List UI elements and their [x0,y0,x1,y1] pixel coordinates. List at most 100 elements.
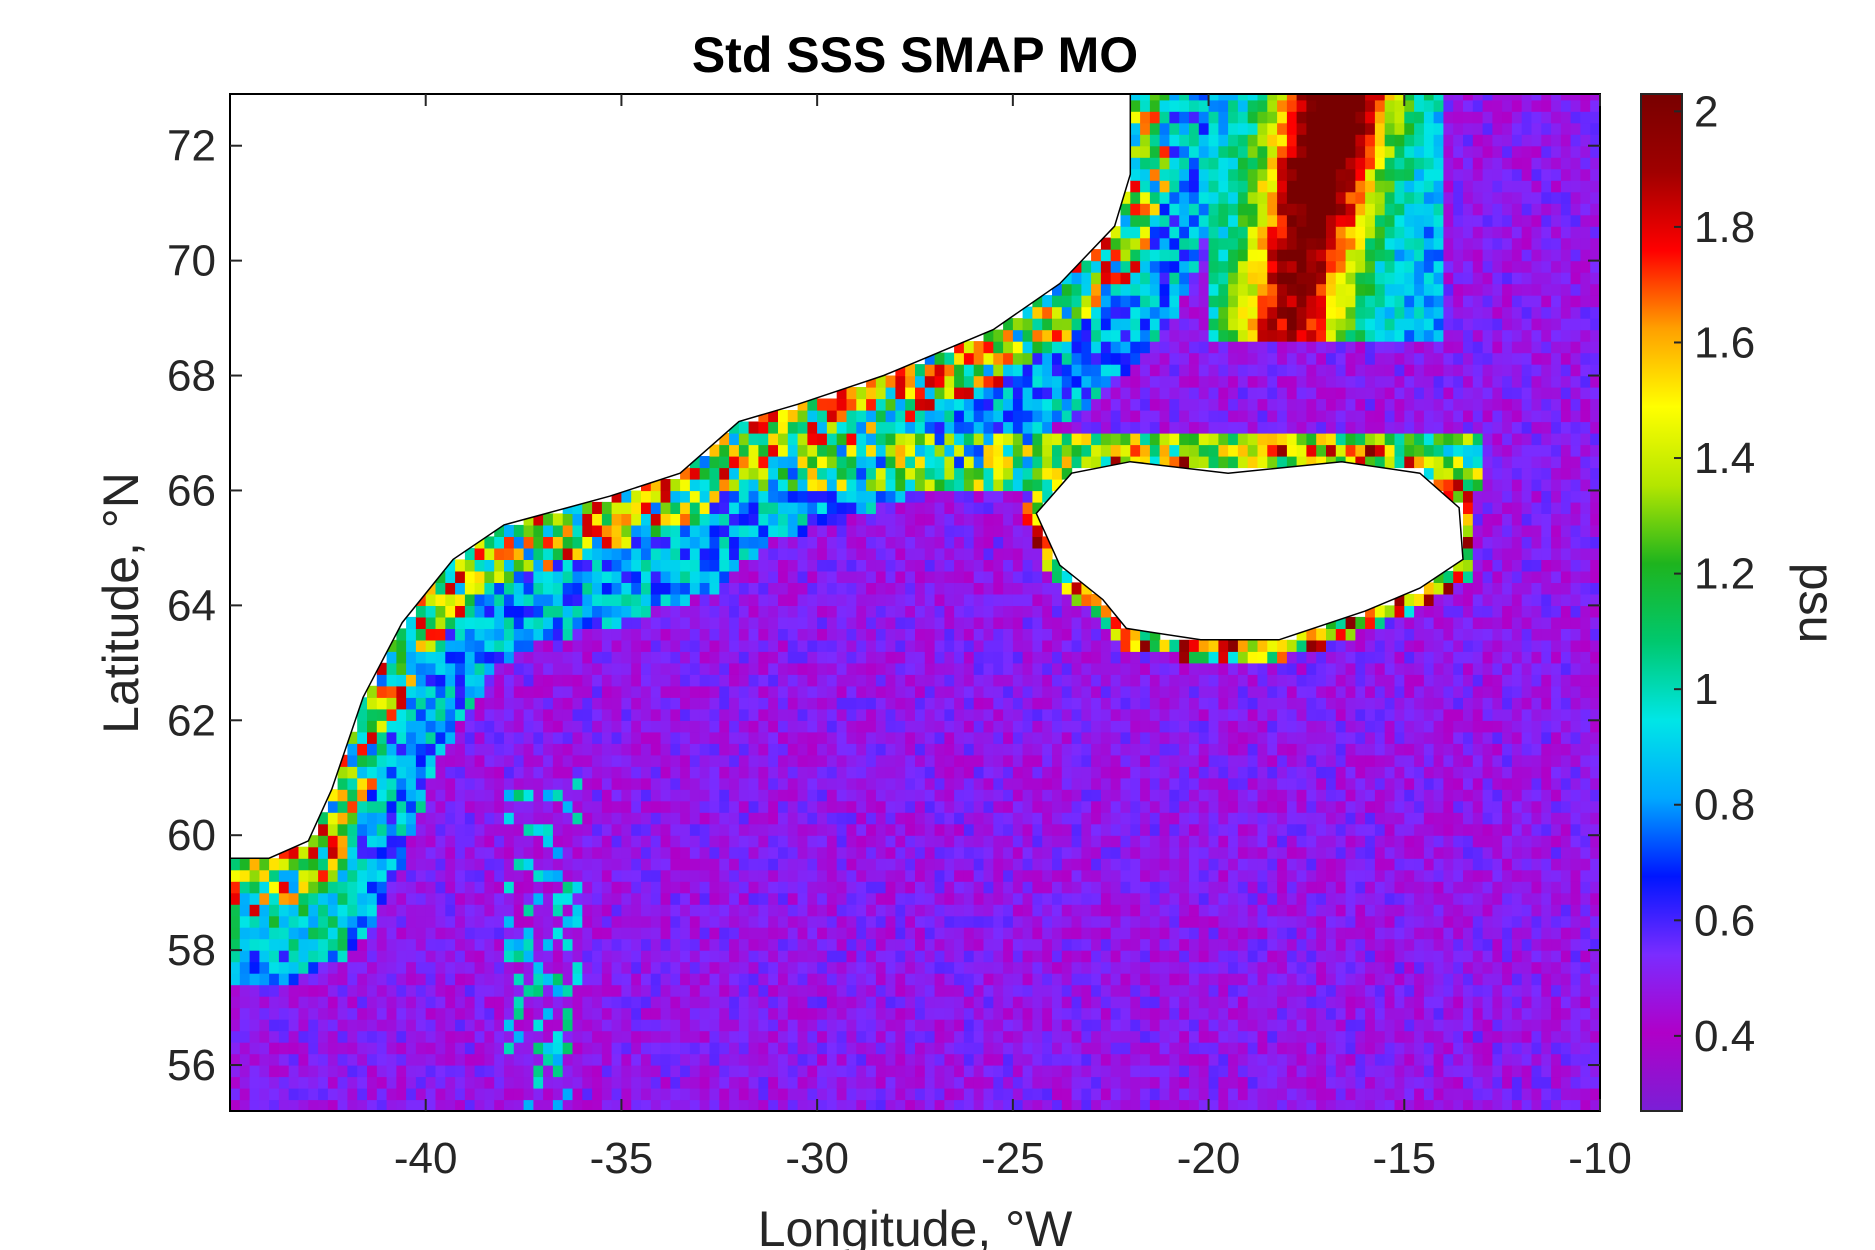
heatmap-cell [905,766,916,779]
heatmap-cell [1091,387,1102,400]
heatmap-cell [1042,421,1053,434]
heatmap-cell [983,582,994,595]
heatmap-cell [1081,823,1092,836]
heatmap-cell [1091,915,1102,928]
heatmap-cell [572,639,583,652]
heatmap-cell [327,950,339,963]
heatmap-cell [1061,352,1073,365]
heatmap-cell [523,777,534,790]
heatmap-cell [327,823,339,836]
heatmap-cell [601,961,613,974]
heatmap-cell [983,398,994,411]
heatmap-cell [699,915,711,928]
heatmap-cell [680,651,691,664]
heatmap-cell [1100,743,1112,756]
heatmap-cell [963,1030,975,1043]
heatmap-cell [846,800,857,813]
heatmap-cell [807,456,818,469]
heatmap-cell [993,927,1004,940]
heatmap-cell [552,812,564,825]
heatmap-cell [474,881,485,894]
heatmap-cell [552,892,564,905]
heatmap-cell [1071,456,1082,469]
heatmap-cell [709,1099,720,1111]
heatmap-cell [1052,582,1063,595]
heatmap-cell [797,674,808,687]
heatmap-cell [631,823,642,836]
heatmap-cell [406,835,417,848]
heatmap-cell [905,582,916,595]
heatmap-cell [1110,1076,1122,1089]
heatmap-cell [376,846,388,859]
heatmap-cell [592,547,603,560]
heatmap-cell [288,984,300,997]
heatmap-cell [1061,616,1073,629]
heatmap-cell [1120,835,1131,848]
heatmap-cell [895,823,906,836]
heatmap-cell [758,421,769,434]
heatmap-cell [915,697,926,710]
heatmap-cell [738,731,750,744]
heatmap-cell [1012,433,1024,446]
heatmap-cell [660,479,671,492]
heatmap-cell [748,927,759,940]
heatmap-cell [954,674,965,687]
heatmap-cell [709,823,720,836]
heatmap-cell [699,605,711,618]
heatmap-cell [846,685,857,698]
heatmap-cell [660,697,671,710]
heatmap-cell [826,536,838,549]
heatmap-cell [689,754,701,767]
heatmap-cell [826,789,838,802]
heatmap-cell [631,1076,642,1089]
heatmap-cell [934,996,945,1009]
heatmap-cell [670,674,681,687]
heatmap-cell [1071,318,1082,331]
heatmap-cell [768,823,779,836]
heatmap-cell [934,501,945,514]
heatmap-cell [1120,685,1131,698]
heatmap-cell [729,973,740,986]
heatmap-cell [768,1030,779,1043]
heatmap-cell [983,1065,994,1078]
heatmap-cell [689,823,701,836]
heatmap-cell [1012,547,1024,560]
heatmap-cell [856,812,867,825]
heatmap-cell [846,651,857,664]
heatmap-cell [650,593,662,606]
heatmap-cell [455,570,466,583]
heatmap-cell [983,479,994,492]
heatmap-cell [758,708,769,721]
heatmap-cell [738,524,750,537]
heatmap-cell [719,869,730,882]
heatmap-cell [415,950,427,963]
heatmap-cell [572,1076,583,1089]
heatmap-cell [787,1099,799,1111]
heatmap-cell [288,938,300,951]
heatmap-cell [513,559,525,572]
heatmap-cell [1012,524,1024,537]
heatmap-cell [641,628,652,641]
heatmap-cell [552,1007,564,1020]
heatmap-cell [934,938,945,951]
heatmap-cell [1022,628,1033,641]
heatmap-cell [915,800,926,813]
heatmap-cell [660,605,671,618]
heatmap-cell [278,1007,290,1020]
heatmap-cell [1042,364,1053,377]
heatmap-cell [357,892,368,905]
heatmap-cell [846,501,857,514]
heatmap-cell [425,950,437,963]
heatmap-cell [523,858,534,871]
heatmap-cell [954,433,965,446]
heatmap-cell [239,1030,251,1043]
heatmap-cell [592,812,603,825]
heatmap-cell [954,892,965,905]
heatmap-cell [944,1099,955,1111]
heatmap-cell [484,720,495,733]
heatmap-cell [582,1007,593,1020]
heatmap-cell [875,973,887,986]
heatmap-cell [944,1053,955,1066]
heatmap-cell [386,777,397,790]
heatmap-cell [513,570,525,583]
